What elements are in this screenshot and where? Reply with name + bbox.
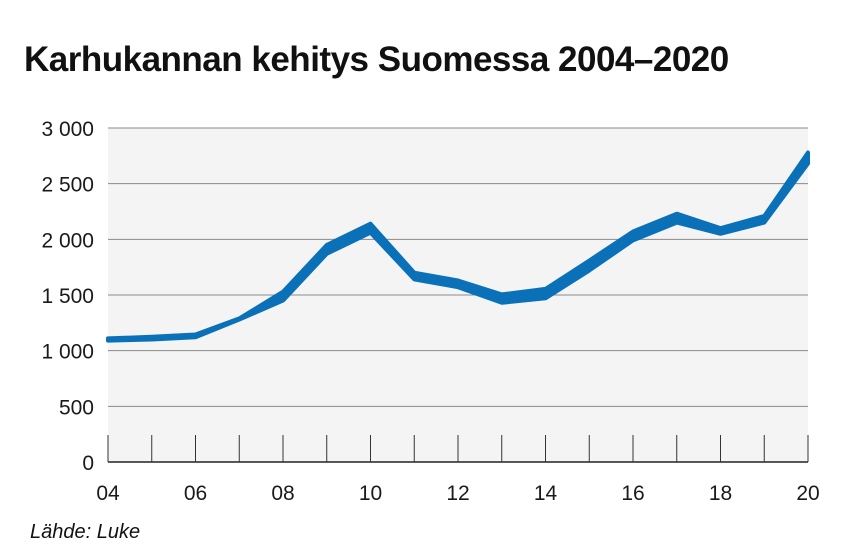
gridlines bbox=[108, 127, 808, 407]
chart-title: Karhukannan kehitys Suomessa 2004–2020 bbox=[24, 40, 729, 79]
x-tick-label: 14 bbox=[534, 482, 558, 505]
x-tick-label: 16 bbox=[621, 482, 644, 505]
source-note: Lähde: Luke bbox=[30, 521, 141, 543]
y-tick-label: 0 bbox=[82, 452, 94, 475]
x-tick-label: 18 bbox=[709, 482, 732, 505]
line-chart: 0 500 1 000 1 500 2 000 2 500 3 000 04 06 08 10 12… bbox=[41, 118, 819, 505]
y-tick-label: 2 500 bbox=[41, 174, 94, 197]
data-band bbox=[106, 150, 810, 343]
x-tick-labels: 04 06 08 10 12 14 16 18 20 bbox=[96, 482, 819, 505]
x-tick-label: 12 bbox=[446, 482, 469, 505]
y-tick-label: 2 000 bbox=[41, 229, 94, 252]
x-tick-label: 20 bbox=[796, 482, 819, 505]
x-tick-label: 10 bbox=[359, 482, 382, 505]
data-series-band bbox=[106, 150, 810, 343]
y-tick-label: 1 000 bbox=[41, 341, 94, 364]
x-axis bbox=[107, 435, 809, 463]
y-tick-label: 1 500 bbox=[41, 285, 94, 308]
y-tick-labels: 0 500 1 000 1 500 2 000 2 500 3 000 bbox=[41, 118, 94, 475]
x-tick-label: 06 bbox=[184, 482, 207, 505]
x-tick-label: 04 bbox=[96, 482, 120, 505]
y-tick-label: 3 000 bbox=[41, 118, 94, 141]
x-tick-label: 08 bbox=[271, 482, 294, 505]
y-tick-label: 500 bbox=[59, 396, 94, 419]
